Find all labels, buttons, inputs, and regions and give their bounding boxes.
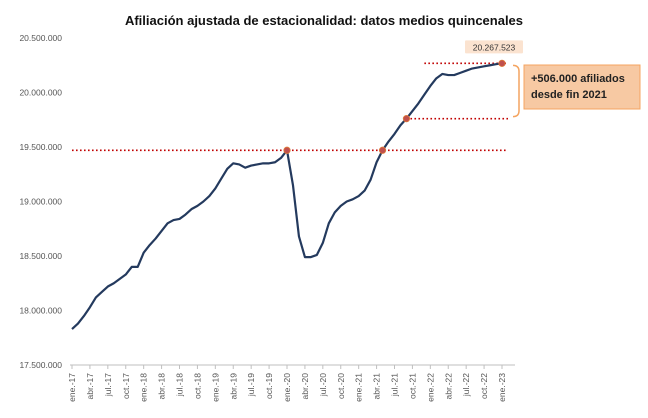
x-tick-label: oct.-17: [121, 373, 131, 399]
x-tick-label: abr.-22: [443, 373, 453, 400]
x-tick-label: oct.-22: [479, 373, 489, 399]
annotation-box: [523, 64, 641, 110]
x-tick-label: jul.-22: [461, 373, 471, 397]
end-value-label-box: [465, 40, 523, 54]
x-tick-label: oct.-18: [192, 373, 202, 399]
y-tick-label: 19.000.000: [19, 197, 62, 207]
x-tick-label: abr.-19: [228, 373, 238, 400]
x-tick-label: abr.-18: [157, 373, 167, 400]
x-tick-label: oct.-20: [336, 373, 346, 399]
y-tick-label: 18.000.000: [19, 306, 62, 316]
x-tick-label: ene.-22: [425, 373, 435, 402]
x-tick-label: ene.-19: [210, 373, 220, 402]
end-value-label-text: 20.267.523: [473, 42, 516, 52]
x-tick-label: jul.-19: [246, 373, 256, 397]
series-layer: [71, 62, 503, 330]
x-tick-label: ene.-23: [497, 373, 507, 402]
annotation-line-2: desde fin 2021: [531, 89, 607, 101]
x-tick-label: jul.-17: [103, 373, 113, 397]
y-tick-label: 20.000.000: [19, 88, 62, 98]
x-tick-label: oct.-21: [407, 373, 417, 399]
x-axis: ene.-17 abr.-17 jul.-17 oct.-17 ene.-18 abr.-…: [67, 364, 515, 402]
x-tick-label: ene.-21: [354, 373, 364, 402]
annotation-bracket: [512, 64, 520, 118]
y-tick-label: 19.500.000: [19, 142, 62, 152]
end-value-label: 20.267.523: [465, 40, 523, 54]
highlight-point: [378, 146, 387, 154]
y-tick-label: 17.500.000: [19, 360, 62, 370]
series-line: [71, 62, 503, 330]
x-tick-label: ene.-18: [139, 373, 149, 402]
highlight-point: [283, 146, 291, 154]
x-tick-label: jul.-20: [318, 373, 328, 397]
x-tick-label: abr.-20: [300, 373, 310, 400]
x-tick-label: ene.-17: [67, 373, 77, 402]
x-tick-label: oct.-19: [264, 373, 274, 399]
annotation: +506.000 afiliados desde fin 2021: [512, 64, 641, 118]
y-axis: 17.500.000 18.000.000 18.500.000 19.000.000…: [19, 33, 62, 370]
chart-title: Afiliación ajustada de estacionalidad: d…: [125, 13, 523, 28]
x-tick-label: jul.-21: [390, 373, 400, 397]
x-tick-label: ene.-20: [282, 373, 292, 402]
highlight-point: [498, 59, 506, 67]
y-tick-label: 20.500.000: [19, 33, 62, 43]
annotation-line-1: +506.000 afiliados: [531, 73, 625, 85]
highlight-points: [283, 59, 506, 154]
x-tick-label: abr.-17: [85, 373, 95, 400]
reference-lines: [72, 62, 508, 152]
x-tick-label: abr.-21: [372, 373, 382, 400]
y-tick-label: 18.500.000: [19, 251, 62, 261]
highlight-point: [402, 115, 411, 123]
x-tick-label: jul.-18: [175, 373, 185, 397]
